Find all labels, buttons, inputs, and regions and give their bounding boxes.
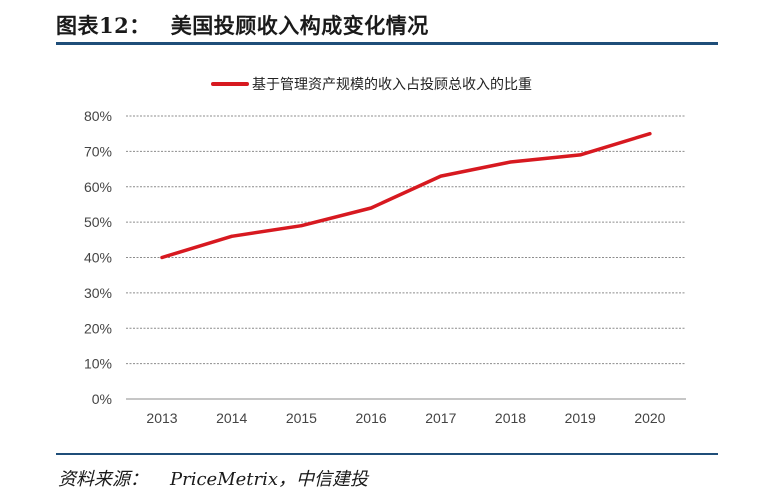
legend-label: 基于管理资产规模的收入占投顾总收入的比重 — [252, 76, 532, 93]
x-tick-label: 2014 — [216, 410, 247, 426]
y-axis: 0% 10% 20% 30% 40% 50% 60% 70% 80% — [84, 108, 112, 407]
y-tick-label: 20% — [84, 320, 112, 336]
y-tick-label: 40% — [84, 250, 112, 266]
data-point — [578, 153, 582, 157]
y-tick-label: 50% — [84, 214, 112, 230]
y-tick-label: 10% — [84, 356, 112, 372]
source-label: 资料来源： — [58, 469, 148, 490]
y-tick-label: 60% — [84, 179, 112, 195]
x-axis: 2013 2014 2015 2016 2017 2018 2019 2020 — [146, 410, 665, 426]
source-text: PriceMetrix，中信建投 — [170, 469, 369, 490]
y-tick-label: 30% — [84, 285, 112, 301]
title-rule — [56, 42, 718, 45]
y-tick-label: 70% — [84, 143, 112, 159]
x-tick-label: 2013 — [146, 410, 177, 426]
data-point — [160, 256, 164, 259]
y-tick-label: 0% — [92, 391, 112, 407]
x-tick-label: 2020 — [634, 410, 665, 426]
chart-grid — [126, 115, 686, 400]
x-tick-label: 2019 — [565, 410, 596, 426]
series-line — [160, 131, 652, 260]
y-tick-label: 80% — [84, 108, 112, 124]
data-point — [299, 224, 303, 228]
data-point — [439, 174, 443, 178]
x-tick-label: 2018 — [495, 410, 526, 426]
footer-rule — [56, 453, 718, 455]
data-point — [230, 234, 234, 238]
data-point — [509, 160, 512, 164]
source-note: 资料来源： PriceMetrix，中信建投 — [58, 465, 368, 491]
chart-series — [160, 131, 652, 260]
x-tick-label: 2015 — [286, 410, 317, 426]
chart-legend: 基于管理资产规模的收入占投顾总收入的比重 — [211, 76, 532, 93]
figure-label: 图表12： — [56, 13, 151, 38]
figure-title: 图表12： 美国投顾收入构成变化情况 — [56, 10, 429, 40]
data-point — [369, 206, 373, 210]
x-tick-label: 2016 — [356, 410, 387, 426]
x-tick-label: 2017 — [425, 410, 456, 426]
figure-title-text: 美国投顾收入构成变化情况 — [170, 13, 429, 38]
data-point — [648, 132, 652, 136]
